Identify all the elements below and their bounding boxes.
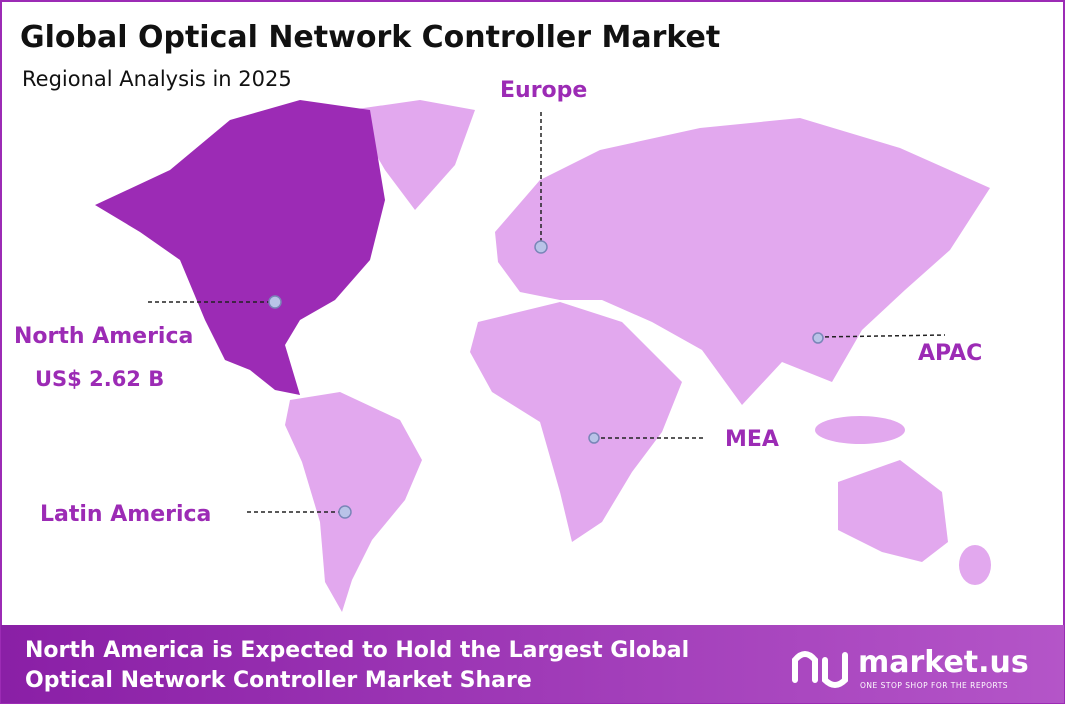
region-label: APAC: [918, 341, 982, 366]
logo-mark: [792, 651, 848, 688]
title: Global Optical Network Controller Market: [20, 20, 720, 55]
pins: [268, 240, 824, 519]
pin: [338, 505, 352, 519]
pin: [268, 295, 282, 309]
region-label: Europe: [500, 78, 587, 103]
pin: [534, 240, 548, 254]
region-value: US$ 2.62 B: [35, 367, 164, 391]
pin: [588, 432, 600, 444]
logo-shape: [822, 652, 848, 688]
eurasia-shape: [495, 118, 990, 405]
region-label: North America: [14, 324, 193, 349]
logo-tagline: ONE STOP SHOP FOR THE REPORTS: [860, 681, 1008, 690]
footer-text: North America is Expected to Hold the La…: [25, 638, 689, 663]
leader-line: [817, 334, 946, 338]
footer-text: Optical Network Controller Market Share: [25, 668, 532, 693]
south-america-shape: [285, 392, 422, 612]
new-zealand: [959, 545, 991, 585]
subtitle: Regional Analysis in 2025: [22, 67, 292, 91]
north-america-shape: [95, 100, 385, 395]
greenland: [350, 100, 475, 210]
footer-band: [1, 625, 1064, 703]
logo-text: market.us: [858, 645, 1029, 680]
logo-shape: [792, 651, 818, 683]
leaders: [148, 112, 946, 513]
region-label: Latin America: [40, 502, 211, 527]
world-map: [95, 100, 991, 612]
australia-shape: [838, 460, 948, 562]
pin: [812, 332, 824, 344]
africa-shape: [470, 302, 682, 542]
region-label: MEA: [725, 427, 779, 452]
islands: [815, 416, 905, 444]
